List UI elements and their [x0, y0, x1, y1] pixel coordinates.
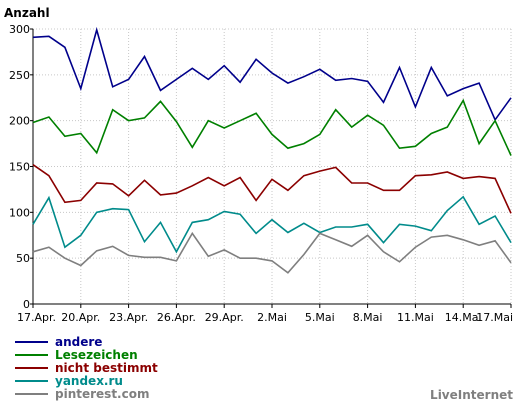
y-tick-label: 0 [23, 298, 30, 311]
y-tick-label: 250 [9, 69, 30, 82]
x-tick-label: 29.Apr. [205, 311, 244, 324]
liveinternet-brand: LiveInternet [430, 388, 513, 402]
legend-label: yandex.ru [55, 374, 123, 388]
series-line-4 [32, 195, 512, 254]
series-line-3 [32, 164, 512, 214]
x-tick-label: 23.Apr. [109, 311, 148, 324]
x-tick-label: 17.Mai [476, 311, 513, 324]
y-tick-label: 50 [16, 252, 30, 265]
y-tick-label: 100 [9, 206, 30, 219]
x-tick-label: 20.Apr. [61, 311, 100, 324]
legend-label: andere [55, 335, 102, 349]
x-tick-label: 5.Mai [305, 311, 335, 324]
y-tick-label: 200 [9, 115, 30, 128]
x-tick-label: 17.Apr. [17, 311, 56, 324]
x-tick-label: 26.Apr. [157, 311, 196, 324]
x-tick-label: 2.Mai [257, 311, 287, 324]
series-line-1 [32, 26, 512, 122]
series-line-5 [32, 231, 512, 274]
legend-label: pinterest.com [55, 387, 149, 401]
legend-label: nicht bestimmt [55, 361, 158, 375]
series-line-2 [32, 98, 512, 156]
y-axis-title: Anzahl [4, 6, 50, 20]
x-tick-label: 11.Mai [397, 311, 434, 324]
x-tick-label: 8.Mai [353, 311, 383, 324]
grid [33, 28, 512, 304]
y-tick-label: 300 [9, 23, 30, 36]
x-tick-label: 14.Mai [445, 311, 482, 324]
legend-label: Lesezeichen [55, 348, 138, 362]
tick-labels: 0 50 100 150 200 250 300 17.Apr. 20.Apr. 23.Apr. 2… [9, 23, 513, 324]
axes [30, 28, 512, 308]
series-lines [32, 26, 512, 274]
y-tick-label: 150 [9, 161, 30, 174]
